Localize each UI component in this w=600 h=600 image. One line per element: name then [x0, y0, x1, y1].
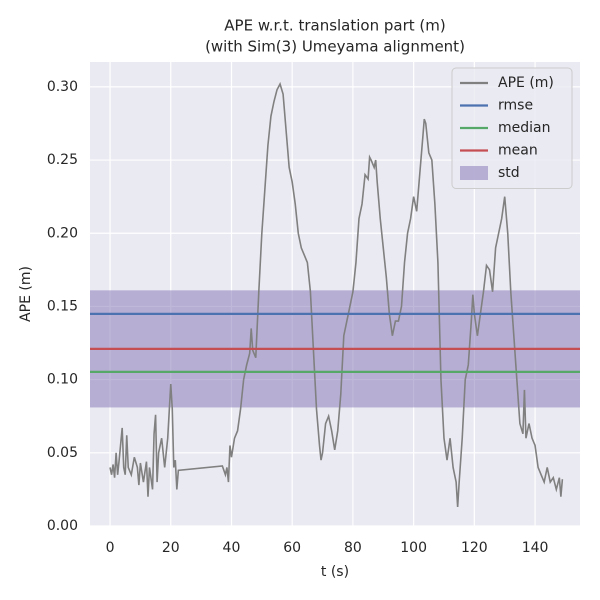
- x-tick-label: 100: [400, 540, 427, 556]
- y-tick-label: 0.25: [47, 152, 78, 168]
- legend-label: rmse: [498, 98, 533, 114]
- x-tick-label: 120: [461, 540, 488, 556]
- ape-line: [109, 81, 564, 508]
- x-tick-label: 140: [522, 540, 549, 556]
- chart-subtitle: (with Sim(3) Umeyama alignment): [205, 38, 465, 56]
- y-tick-label: 0.05: [47, 445, 78, 461]
- legend-label: APE (m): [498, 75, 554, 91]
- y-tick-label: 0.30: [47, 79, 78, 95]
- legend-label: std: [498, 165, 520, 181]
- y-tick-label: 0.15: [47, 298, 78, 314]
- x-tick-label: 0: [106, 540, 115, 556]
- legend-label: median: [498, 120, 550, 136]
- y-axis-label: APE (m): [18, 266, 34, 322]
- x-tick-label: 40: [223, 540, 241, 556]
- x-tick-label: 60: [283, 540, 301, 556]
- y-tick-label: 0.00: [47, 518, 78, 534]
- chart-title: APE w.r.t. translation part (m): [224, 17, 445, 35]
- x-tick-label: 20: [162, 540, 180, 556]
- legend-swatch: [460, 166, 488, 180]
- legend-label: mean: [498, 143, 538, 159]
- y-tick-label: 0.10: [47, 372, 78, 388]
- y-tick-label: 0.20: [47, 225, 78, 241]
- legend-box: [451, 67, 573, 189]
- x-axis-label: t (s): [321, 564, 349, 580]
- x-tick-label: 80: [344, 540, 362, 556]
